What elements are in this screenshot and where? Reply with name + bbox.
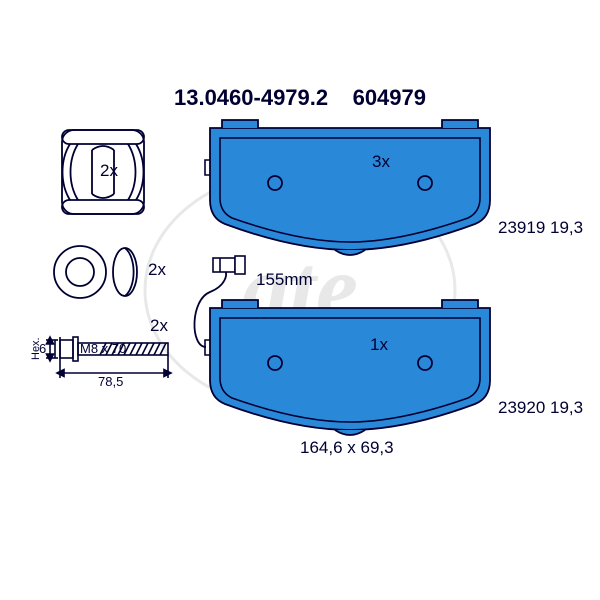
lower-pad-code-label: 23920 19,3 <box>498 398 583 418</box>
bolt-length-label: 78,5 <box>98 374 123 389</box>
upper-pad-qty-label: 3x <box>372 152 390 172</box>
bolt-hex-dim-label: 6 <box>39 341 46 356</box>
bushing-qty-label: 2x <box>148 260 166 280</box>
bolt-spec-label: M8 x 70 <box>80 341 126 356</box>
wire-length-label: 155mm <box>256 270 313 290</box>
lower-pad-qty-label: 1x <box>370 335 388 355</box>
clip-qty-label: 2x <box>100 161 118 181</box>
upper-pad-code-label: 23919 19,3 <box>498 218 583 238</box>
bolt-qty-label: 2x <box>150 316 168 336</box>
bushing-component <box>54 246 137 298</box>
diagram-canvas: ate <box>0 0 600 600</box>
pad-dimensions-label: 164,6 x 69,3 <box>300 438 394 458</box>
